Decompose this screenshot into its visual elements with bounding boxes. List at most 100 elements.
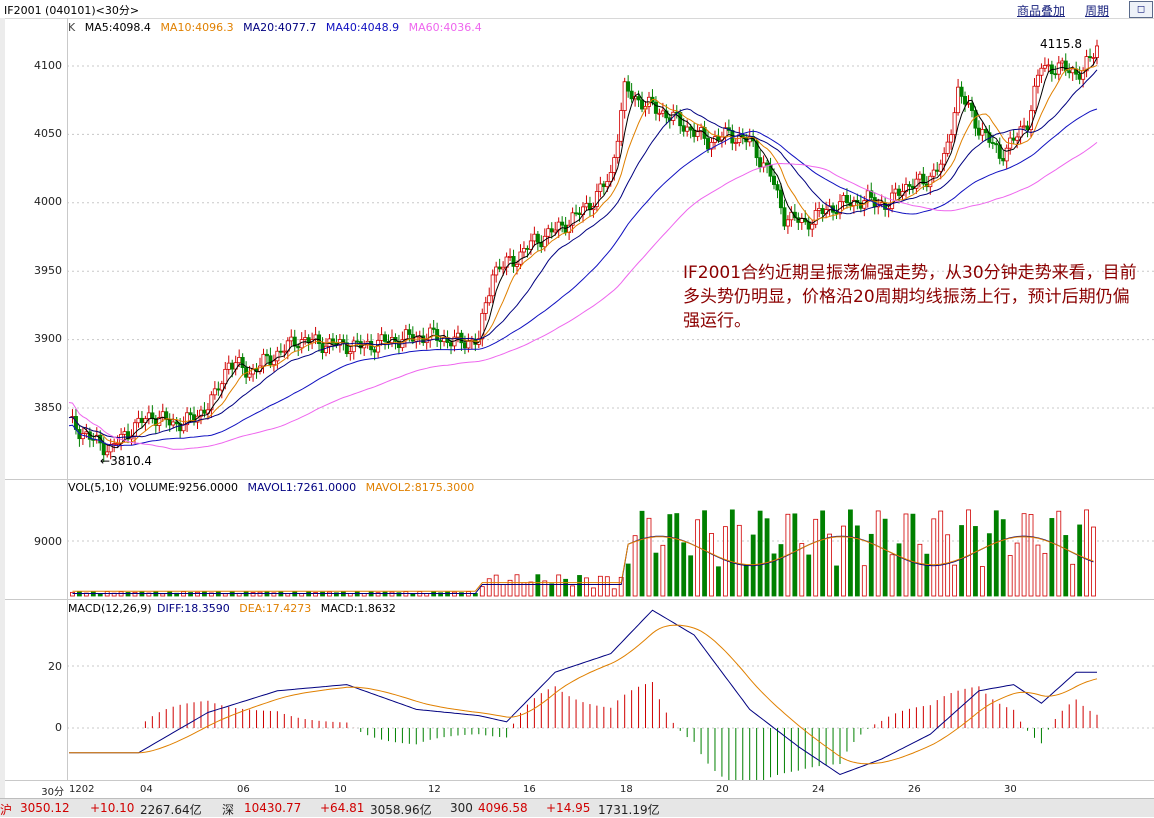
candle-body (772, 175, 777, 185)
candle-body (834, 211, 839, 215)
volume-bar (882, 518, 888, 597)
volume-bar (70, 591, 75, 597)
candle-body (976, 127, 981, 136)
volume-bar (195, 591, 200, 597)
candle-body (494, 266, 499, 276)
candle-body (754, 140, 759, 159)
candle-body (844, 195, 849, 204)
candle-body (879, 202, 884, 205)
candle-body (1004, 147, 1009, 162)
volume-bar (591, 587, 596, 597)
candle-body (431, 327, 436, 330)
candle-body (758, 157, 763, 168)
candle-body (813, 210, 818, 225)
y-axis-column (5, 18, 68, 780)
volume-bar (604, 576, 610, 597)
volume-bar (771, 553, 777, 597)
volume-bar (764, 518, 770, 597)
candle-body (810, 223, 815, 230)
macd-tick-label: 20 (48, 660, 62, 673)
candle-body (216, 388, 221, 391)
candle-body (289, 336, 294, 342)
x-tick-label: 1202 (69, 784, 95, 795)
restore-icon[interactable]: ◻ (1129, 1, 1153, 18)
candle-body (765, 162, 770, 166)
macd-tick-label: 0 (55, 721, 62, 734)
volume-bar (1077, 524, 1083, 597)
volume-bar (542, 580, 548, 597)
candle-body (921, 173, 926, 185)
volume-bar (848, 509, 853, 597)
macd-panel-separator (5, 599, 1154, 600)
candle-body (601, 183, 606, 188)
volume-bar (1007, 555, 1013, 597)
volume-bar (327, 591, 332, 597)
diff-line (69, 609, 1097, 776)
x-tick-label: 12 (428, 784, 441, 795)
volume-bar (743, 564, 749, 597)
candle-body (626, 81, 631, 92)
volume-bar (535, 574, 541, 597)
volume-tick-label: 9000 (34, 535, 62, 548)
volume-bar (625, 563, 631, 597)
kline-chart-canvas[interactable] (67, 18, 1154, 780)
volume-bar (584, 577, 589, 597)
candle-body (320, 343, 325, 354)
candle-body (629, 90, 634, 100)
price-tick-label: 3850 (34, 401, 62, 414)
candle-body (570, 212, 575, 226)
overlay-commodity-button[interactable]: 商品叠加 (1017, 4, 1066, 18)
volume-bar (646, 517, 652, 597)
candle-body (219, 383, 224, 391)
candle-body (230, 362, 235, 370)
candle-body (101, 442, 106, 456)
title-bar: IF2001 (040101)<30分> 商品叠加 周期 ◻ (0, 0, 1154, 19)
candle-body (817, 208, 822, 211)
candle-body (497, 266, 502, 270)
macd-legend: MACD(12,26,9) DIFF:18.3590 DEA:17.4273 M… (68, 602, 402, 615)
volume-bar (493, 574, 499, 597)
candle-body (688, 126, 693, 131)
price-tick-label: 3900 (34, 332, 62, 345)
candle-body (323, 345, 328, 354)
volume-bar (861, 565, 867, 597)
window-title: IF2001 (040101)<30分> (4, 4, 140, 17)
volume-bar (841, 525, 846, 597)
candle-body (615, 140, 620, 158)
volume-bar (896, 543, 902, 597)
candle-body (959, 86, 964, 97)
volume-bar (132, 591, 138, 597)
volume-bar (125, 592, 131, 597)
csi300-turnover: 1731.19亿 (598, 803, 660, 817)
candle-body (546, 228, 551, 237)
candle-body (202, 409, 207, 414)
diff-legend: DIFF:18.3590 (157, 602, 230, 615)
volume-bar (1014, 542, 1020, 597)
candle-body (952, 112, 957, 136)
volume-bar (854, 525, 860, 597)
candle-body (268, 355, 273, 366)
volume-bar (1070, 563, 1076, 597)
candle-body (692, 129, 697, 137)
volume-bar (736, 524, 742, 597)
period-button[interactable]: 周期 (1085, 4, 1110, 18)
candle-body (237, 357, 242, 364)
candle-body (143, 418, 148, 423)
candle-body (150, 412, 155, 419)
volume-panel-separator (5, 479, 1154, 480)
volume-bar (507, 579, 513, 597)
volume-bar (618, 576, 624, 597)
candle-body (685, 126, 690, 132)
candle-body (487, 295, 492, 304)
candle-body (1077, 73, 1082, 80)
macd-legend-title: MACD(12,26,9) (68, 602, 152, 615)
candle-body (438, 340, 443, 343)
volume-bar (257, 591, 263, 597)
price-tick-label: 4100 (34, 59, 62, 72)
volume-bar (577, 575, 582, 597)
volume-bar (709, 533, 714, 597)
high-price-label: 4115.8 (1040, 37, 1082, 51)
candle-body (1088, 56, 1093, 58)
candle-body (1091, 57, 1096, 59)
volume-bar (208, 592, 214, 597)
